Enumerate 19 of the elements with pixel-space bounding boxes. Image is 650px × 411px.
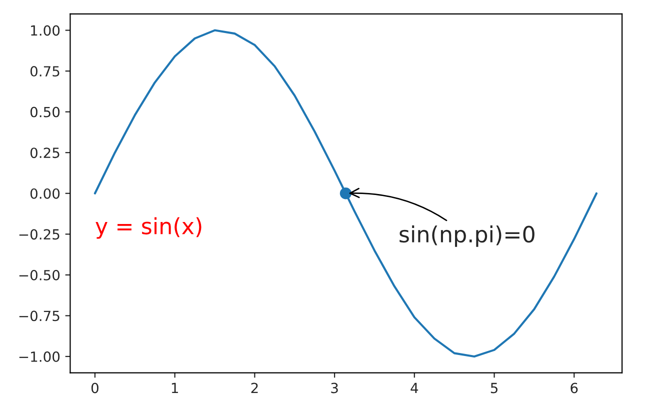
x-tick-label: 1 [172,382,178,394]
y-tick-label: 0.50 [30,106,60,118]
y-tick-label: 0.25 [30,148,60,158]
y-tick-label: 0.00 [30,188,60,199]
x-tick-label: 0 [91,382,98,394]
x-tick-label: 5 [490,382,498,394]
x-tick-label: 2 [251,382,258,394]
x-tick-label: 3 [331,382,338,394]
y-tick-label: −0.50 [19,270,60,280]
x-tick-label: 6 [570,382,578,394]
y-tick-label: 0.75 [30,66,60,77]
y-tick-label: −1.00 [19,351,60,362]
y-tick-label: −0.25 [19,229,60,240]
annotation: y = sin(x) [96,217,202,239]
x-tick-label: 4 [410,382,418,394]
y-tick-label: 1.00 [31,25,60,36]
line-series [94,29,598,358]
y-tick-label: −0.75 [19,310,60,322]
annotation: sin(np.pi)=0 [400,225,534,247]
